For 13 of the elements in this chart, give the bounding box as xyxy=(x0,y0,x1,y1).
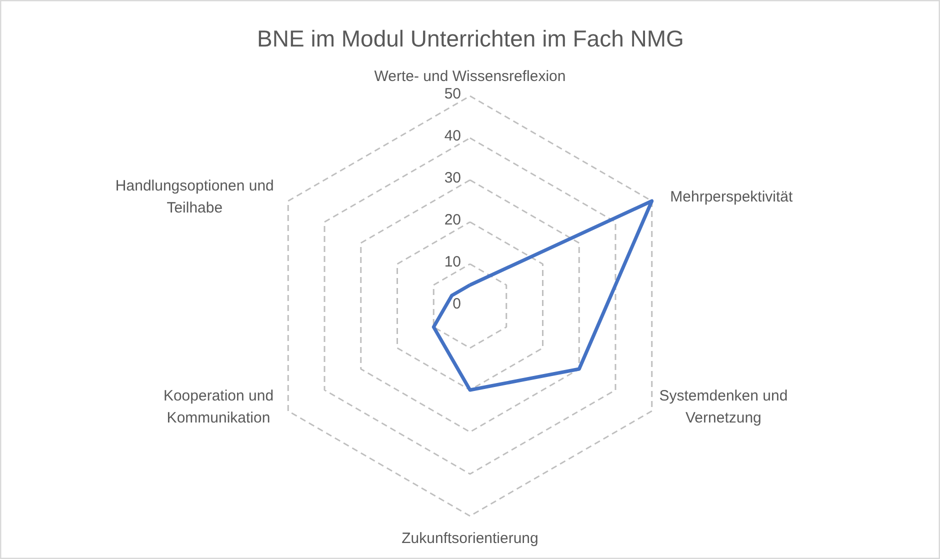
y-tick-label: 20 xyxy=(444,212,462,228)
spoke-label: Handlungsoptionen und Teilhabe xyxy=(115,177,274,217)
y-tick-label: 30 xyxy=(444,170,462,186)
spoke-label: Mehrperspektivität xyxy=(670,188,794,206)
spoke-label: Kooperation und Kommunikation xyxy=(163,387,274,427)
y-tick-label: 0 xyxy=(452,296,461,312)
spoke-label: Zukunftsorientierung xyxy=(402,530,538,547)
spoke-label: Werte- und Wissensreflexion xyxy=(374,68,566,85)
y-tick-label: 10 xyxy=(444,254,462,270)
chart-title: BNE im Modul Unterrichten im Fach NMG xyxy=(257,26,684,52)
y-tick-label: 50 xyxy=(444,86,462,102)
spoke-label: Systemdenken und Vernetzung xyxy=(659,387,788,427)
y-tick-label: 40 xyxy=(444,128,462,144)
